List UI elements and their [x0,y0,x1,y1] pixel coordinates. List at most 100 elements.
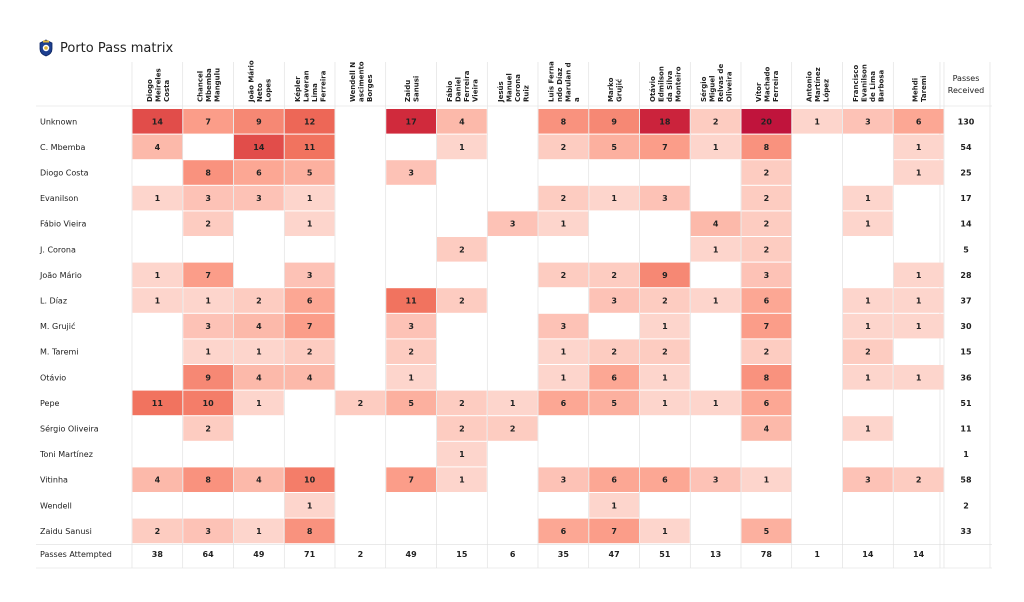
cell-value: 2 [764,220,770,229]
cell-value: 1 [408,373,414,382]
passes-received-header: Received [948,86,984,95]
heatmap-cell [437,288,487,313]
heatmap-cell [234,339,284,364]
column-label: Corona [514,74,522,102]
cell-value: 1 [256,399,262,408]
fc-porto-crest-icon [39,39,53,57]
column-label: Vieira [472,79,480,102]
column-label: Wendell N [349,62,357,102]
column-label: Marko [607,77,615,102]
column-label: ascimento [357,61,365,102]
heatmap-cell [487,416,538,441]
column-label: Képler [294,76,302,102]
cell-value: 5 [764,527,770,536]
cell-value: 14 [152,117,164,126]
chart-title: Porto Pass matrix [60,40,174,56]
heatmap-cell [284,134,335,160]
row-label: Vitinha [40,476,68,485]
heatmap-cell [437,109,487,134]
heatmap-cell [741,313,792,339]
cell-value: 4 [256,476,262,485]
cell-value: 2 [205,425,211,434]
heatmap-cell [893,262,944,288]
cell-value: 1 [662,527,668,536]
heatmap-cell [741,185,792,211]
cell-value: 1 [916,322,922,331]
cell-value: 2 [561,271,567,280]
heatmap-cell [640,262,690,288]
heatmap-cell [741,288,792,313]
passes-received-total: 36 [960,373,972,382]
cell-value: 1 [256,348,262,357]
row-label: Wendell [40,501,72,510]
column-label: Lima [311,83,319,102]
passes-attempted-total: 13 [710,550,721,559]
cell-value: 1 [459,450,465,459]
cell-value: 5 [611,143,617,152]
cell-value: 4 [155,476,161,485]
heatmap-cell [183,211,233,236]
cell-value: 3 [662,194,668,203]
heatmap-cell [132,109,183,134]
passes-attempted-total: 35 [558,550,570,559]
heatmap-cell [183,416,233,441]
cell-value: 1 [916,297,922,306]
row-label: Zaidu Sanusi [40,527,92,536]
heatmap-cell [589,493,639,518]
heatmap-cell [284,211,335,236]
heatmap-cell [132,134,183,160]
heatmap-cell [741,134,792,160]
row-label: Toni Martínez [39,450,93,459]
column-label: Daniel [455,77,463,102]
row-label: M. Taremi [40,348,79,357]
column-label: Barbosa [878,70,886,102]
cell-value: 1 [865,322,871,331]
column-label: Lopes [264,79,272,102]
column-label: Mbemba [205,68,213,102]
cell-value: 2 [764,194,770,203]
cell-value: 3 [510,220,516,229]
passes-attempted-total: 14 [862,550,874,559]
cell-value: 14 [253,143,265,152]
cell-value: 6 [256,169,262,178]
cell-value: 18 [659,117,671,126]
column-label: Ferreira [319,70,327,102]
heatmap-cell [843,185,893,211]
heatmap-cell [843,339,893,364]
cell-value: 1 [205,297,211,306]
heatmap-cell [690,288,741,313]
passes-attempted-total: 14 [913,550,925,559]
heatmap-cell [386,467,436,492]
cell-value: 8 [205,476,211,485]
heatmap-cell [690,211,741,236]
cell-value: 1 [662,399,668,408]
cell-value: 11 [406,297,418,306]
cell-value: 6 [561,527,567,536]
heatmap-cell [741,211,792,236]
heatmap-cell [183,185,233,211]
heatmap-cell [284,518,335,544]
cell-value: 3 [205,527,211,536]
heatmap-cell [183,160,233,185]
cell-value: 2 [561,143,567,152]
heatmap-cell [437,416,487,441]
cell-value: 2 [611,348,617,357]
cell-value: 4 [459,117,465,126]
cell-value: 6 [764,399,770,408]
passes-received-total: 1 [963,450,969,459]
heatmap-cell [589,109,639,134]
heatmap-cell [893,365,944,390]
heatmap-cell [386,390,436,416]
heatmap-cell [589,518,639,544]
column-label: Edmilson [658,66,666,102]
heatmap-cell [538,185,589,211]
heatmap-cell [335,390,386,416]
heatmap-cell [589,390,639,416]
row-label: L. Díaz [40,297,67,306]
cell-value: 9 [256,117,262,126]
heatmap-cell [538,518,589,544]
heatmap-cell [843,313,893,339]
heatmap-cell [640,313,690,339]
passes-received-total: 33 [960,527,971,536]
passes-received-total: 11 [960,425,972,434]
